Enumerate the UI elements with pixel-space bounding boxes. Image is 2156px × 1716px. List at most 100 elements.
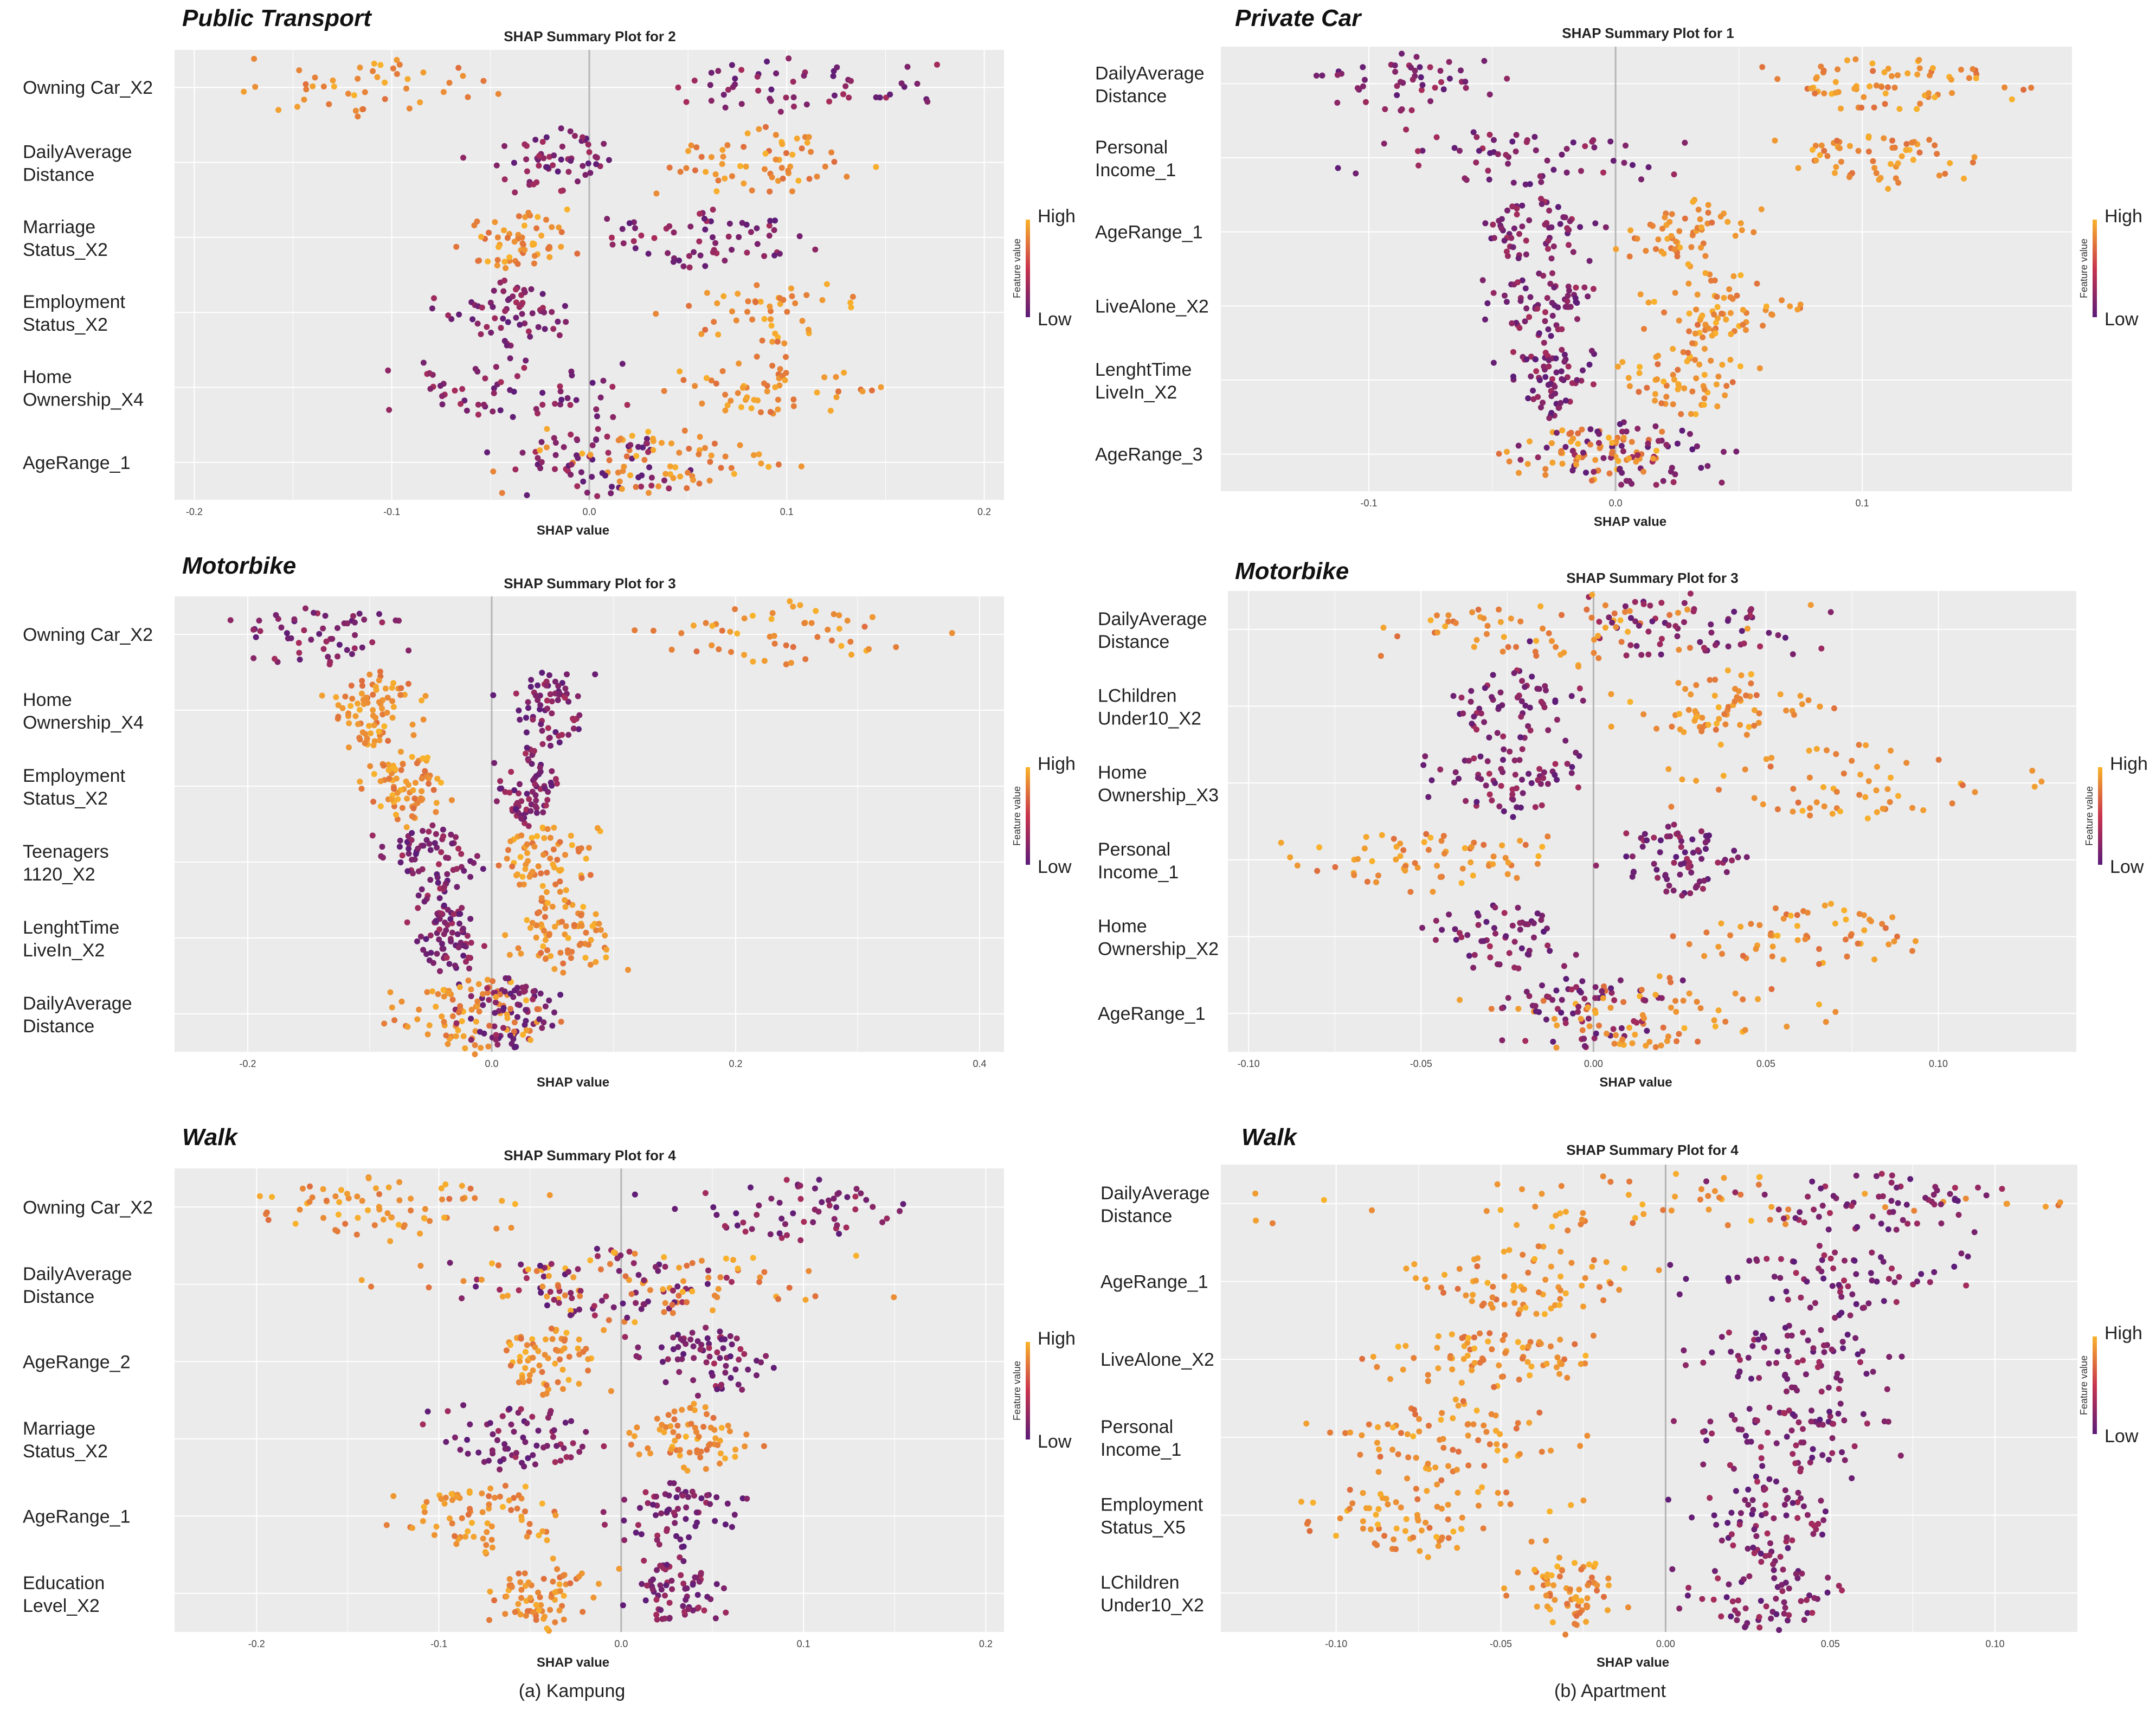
shap-point (441, 884, 447, 890)
shap-point (524, 1342, 530, 1348)
shap-point (715, 1286, 722, 1292)
shap-point (1513, 644, 1520, 650)
shap-point (1686, 941, 1692, 947)
shap-point (1865, 134, 1872, 141)
shap-point (653, 1512, 659, 1519)
shap-point (840, 91, 846, 98)
shap-point (357, 65, 363, 71)
shap-point (1813, 1526, 1819, 1533)
shap-point (1630, 162, 1636, 168)
shap-point (1745, 1354, 1752, 1361)
shap-point (1663, 394, 1670, 400)
shap-point (460, 73, 466, 79)
shap-point (731, 471, 737, 477)
shap-point (724, 402, 731, 408)
shap-point (1404, 1431, 1411, 1437)
shap-point (1682, 849, 1688, 856)
shap-point (694, 1519, 700, 1526)
plot-panel (1221, 1165, 2077, 1632)
shap-point (1621, 1265, 1627, 1271)
shap-point (1600, 1173, 1606, 1180)
shap-point (546, 997, 552, 1004)
shap-point (1389, 1447, 1396, 1453)
shap-point (585, 142, 591, 147)
shap-point (1644, 837, 1650, 844)
shap-point (789, 151, 796, 158)
shap-point (783, 642, 789, 648)
shap-point (1362, 76, 1368, 83)
shap-point (1754, 280, 1760, 287)
shap-point (711, 1293, 718, 1299)
shap-point (666, 485, 672, 492)
shap-point (543, 134, 550, 140)
shap-point (674, 1356, 681, 1362)
shap-point (1706, 832, 1712, 839)
shap-point (517, 882, 523, 888)
shap-point (1686, 990, 1692, 997)
shap-point (301, 97, 307, 103)
plot-subtitle: SHAP Summary Plot for 4 (504, 1147, 676, 1164)
shap-point (608, 1388, 614, 1394)
shap-point (671, 1408, 678, 1415)
shap-point (597, 394, 604, 401)
shap-point (898, 80, 905, 87)
shap-point (433, 1524, 440, 1530)
shap-point (717, 1450, 724, 1457)
shap-point (639, 1581, 645, 1587)
shap-point (666, 1492, 672, 1499)
shap-point (1518, 714, 1524, 720)
shap-point (1510, 244, 1516, 250)
shap-point (1697, 1197, 1703, 1203)
shap-point (696, 1434, 702, 1440)
shap-point (1929, 65, 1936, 72)
shap-point (1844, 953, 1850, 960)
shap-point (559, 1603, 565, 1609)
shap-point (773, 156, 779, 163)
shap-point (1687, 890, 1694, 896)
shap-point (1482, 316, 1488, 323)
shap-point (1592, 1560, 1599, 1567)
shap-point (475, 258, 481, 264)
shap-point (719, 368, 726, 374)
legend-title: Feature value (1012, 1361, 1022, 1421)
shap-point (460, 953, 467, 959)
shap-point (490, 1431, 496, 1437)
shap-point (394, 816, 401, 822)
shap-point (1510, 796, 1516, 803)
shap-point (535, 324, 542, 330)
shap-point (1916, 57, 1922, 63)
shap-point (1465, 1432, 1471, 1439)
shap-point (1486, 943, 1493, 949)
shap-point (1686, 859, 1692, 866)
shap-point (1435, 1365, 1441, 1372)
feature-label: LChildren (1098, 686, 1177, 706)
shap-point (1582, 1275, 1588, 1281)
shap-point (482, 375, 488, 382)
shap-point (1410, 1534, 1417, 1541)
shap-point (1528, 354, 1534, 360)
shap-point (1782, 1487, 1788, 1494)
shap-point (1826, 1409, 1833, 1415)
shap-point (1668, 804, 1675, 810)
shap-point (1671, 1418, 1677, 1424)
shap-point (711, 440, 718, 447)
shap-point (1972, 789, 1978, 795)
shap-point (1533, 1008, 1539, 1014)
shap-point (333, 694, 339, 700)
shap-point (352, 632, 358, 638)
shap-point (670, 1287, 676, 1294)
shap-point (1721, 711, 1728, 717)
shap-point (704, 290, 710, 296)
shap-point (1723, 316, 1729, 323)
shap-point (1727, 357, 1734, 363)
feature-label: DailyAverage (23, 993, 132, 1014)
shap-point (1466, 757, 1472, 764)
shap-point (655, 483, 662, 490)
shap-point (493, 162, 500, 169)
shap-point (662, 1379, 669, 1385)
shap-point (754, 354, 760, 360)
shap-point (1482, 685, 1488, 691)
shap-point (1481, 615, 1487, 621)
shap-point (1575, 784, 1581, 790)
shap-point (1363, 99, 1369, 105)
